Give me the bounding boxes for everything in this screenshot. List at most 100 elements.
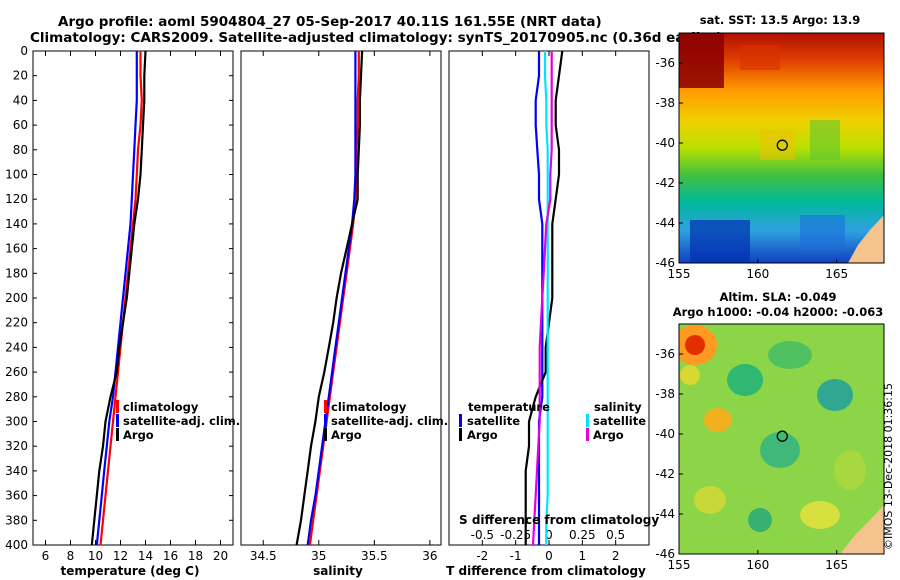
temperature-axes-frame bbox=[32, 50, 234, 546]
sst-cold-patch bbox=[690, 220, 750, 263]
legend-swatch-t-satellite bbox=[459, 414, 462, 427]
difference-panel: -2 -1 0 1 2 -0.5 -0.25 0 0.25 0.5 S difference f… bbox=[446, 50, 659, 578]
depth-tick-label: 320 bbox=[5, 439, 28, 453]
lat-tick-label: -38 bbox=[655, 387, 675, 401]
temperature-panel: 0204060801001201401601802002202402602803… bbox=[5, 44, 649, 578]
sla-low-patch bbox=[817, 379, 853, 411]
depth-tick-label: 200 bbox=[5, 291, 28, 305]
copyright-stamp: ©IMOS 13-Dec-2018 01:36:15 bbox=[882, 383, 895, 550]
x-tick-label: 12 bbox=[113, 549, 128, 563]
sla-patches bbox=[679, 325, 884, 554]
s-difference-ticks: -0.5 -0.25 0 0.25 0.5 bbox=[471, 528, 626, 542]
depth-tick-label: 0 bbox=[20, 44, 28, 58]
depth-tick-label: 260 bbox=[5, 365, 28, 379]
sla-high-patch bbox=[800, 501, 840, 529]
x-tick-label: 14 bbox=[138, 549, 153, 563]
depth-tick-label: 360 bbox=[5, 489, 28, 503]
legend-swatch-t-argo bbox=[459, 428, 462, 441]
sla-map-panel: Altim. SLA: -0.049 Argo h1000: -0.04 h20… bbox=[655, 290, 885, 572]
legend-swatch-s-satellite bbox=[586, 414, 589, 427]
sst-cool-patch bbox=[810, 120, 840, 160]
sla-high-core bbox=[685, 335, 705, 355]
difference-axes-frame bbox=[448, 50, 650, 546]
legend-label-s-satellite: satellite bbox=[593, 414, 646, 428]
depth-tick-label: 120 bbox=[5, 192, 28, 206]
lat-tick-label: -40 bbox=[655, 136, 675, 150]
t-difference-xlabel: T difference from climatology bbox=[446, 564, 646, 578]
legend-swatch-s-argo bbox=[586, 428, 589, 441]
sst-lon-ticks: 155 160 165 bbox=[668, 259, 848, 281]
sst-warm-patch bbox=[679, 33, 724, 88]
s-tick-label: 0 bbox=[545, 528, 553, 542]
depth-tick-label: 300 bbox=[5, 415, 28, 429]
s-difference-label: S difference from climatology bbox=[459, 513, 659, 527]
sla-land bbox=[840, 505, 884, 554]
legend-swatch-climatology bbox=[116, 400, 119, 413]
temperature-series bbox=[90, 50, 147, 546]
lat-tick-label: -44 bbox=[655, 507, 675, 521]
sla-low-patch bbox=[768, 341, 812, 369]
s-tick-label: 0.25 bbox=[569, 528, 596, 542]
difference-series bbox=[524, 50, 564, 546]
salinity-axes-frame bbox=[240, 50, 442, 546]
series-salinity-satellite bbox=[543, 51, 549, 545]
lat-tick-label: -42 bbox=[655, 467, 675, 481]
sla-high-patch bbox=[694, 486, 726, 514]
sla-low-patch bbox=[760, 432, 800, 468]
x-tick-label: 35 bbox=[311, 549, 326, 563]
x-tick-label: 35.5 bbox=[361, 549, 388, 563]
series-satellite-adj-clim- bbox=[306, 51, 357, 546]
legend-label-satellite: satellite-adj. clim. bbox=[331, 414, 448, 428]
x-tick-label: -2 bbox=[476, 549, 488, 563]
x-tick-label: 8 bbox=[67, 549, 75, 563]
x-tick-label: 10 bbox=[88, 549, 103, 563]
legend-swatch-climatology bbox=[324, 400, 327, 413]
s-tick-label: -0.5 bbox=[471, 528, 494, 542]
legend-swatch-satellite bbox=[324, 414, 327, 427]
legend-title-salinity: salinity bbox=[594, 400, 642, 414]
sst-map-frame bbox=[678, 32, 885, 264]
sla-low-patch bbox=[727, 364, 763, 396]
series-climatology bbox=[99, 51, 143, 546]
s-tick-label: -0.25 bbox=[500, 528, 531, 542]
x-tick-label: 16 bbox=[163, 549, 178, 563]
x-tick-label: 0 bbox=[545, 549, 553, 563]
title-line-1: Argo profile: aoml 5904804_27 05-Sep-201… bbox=[58, 14, 602, 30]
x-tick-label: 20 bbox=[213, 549, 228, 563]
x-tick-label: 18 bbox=[188, 549, 203, 563]
legend-swatch-argo bbox=[324, 428, 327, 441]
t-difference-x-ticks: -2 -1 0 1 2 bbox=[476, 51, 619, 563]
series-temperature-argo bbox=[524, 50, 564, 545]
depth-tick-label: 60 bbox=[13, 118, 28, 132]
x-tick-label: 1 bbox=[579, 549, 587, 563]
sla-map-title-2: Argo h1000: -0.04 h2000: -0.063 bbox=[673, 305, 884, 319]
legend-label-t-argo: Argo bbox=[467, 428, 498, 442]
legend-label-climatology: climatology bbox=[123, 400, 199, 414]
depth-tick-label: 280 bbox=[5, 390, 28, 404]
series-argo bbox=[90, 50, 147, 546]
sla-lon-ticks: 155 160 165 bbox=[668, 550, 848, 572]
legend-label-climatology: climatology bbox=[331, 400, 407, 414]
lon-tick-label: 165 bbox=[825, 267, 848, 281]
sla-map-frame bbox=[678, 323, 885, 555]
title-line-2: Climatology: CARS2009. Satellite-adjuste… bbox=[30, 30, 722, 46]
lat-tick-label: -36 bbox=[655, 347, 675, 361]
x-tick-label: 6 bbox=[42, 549, 50, 563]
lat-tick-label: -42 bbox=[655, 176, 675, 190]
s-tick-label: 0.5 bbox=[606, 528, 625, 542]
sst-map-title: sat. SST: 13.5 Argo: 13.9 bbox=[700, 13, 860, 27]
legend-label-s-argo: Argo bbox=[593, 428, 624, 442]
lat-tick-label: -44 bbox=[655, 216, 675, 230]
depth-tick-label: 40 bbox=[13, 93, 28, 107]
salinity-series bbox=[295, 50, 364, 546]
depth-tick-label: 160 bbox=[5, 242, 28, 256]
lat-tick-label: -40 bbox=[655, 427, 675, 441]
lat-tick-label: -36 bbox=[655, 56, 675, 70]
series-salinity-argo bbox=[531, 51, 553, 546]
lat-tick-label: -38 bbox=[655, 96, 675, 110]
argo-location-marker bbox=[776, 430, 788, 442]
sla-low-patch bbox=[748, 508, 772, 532]
lon-tick-label: 160 bbox=[746, 558, 769, 572]
sst-warm-patch bbox=[740, 45, 780, 70]
legend-title-temperature: temperature bbox=[468, 400, 550, 414]
